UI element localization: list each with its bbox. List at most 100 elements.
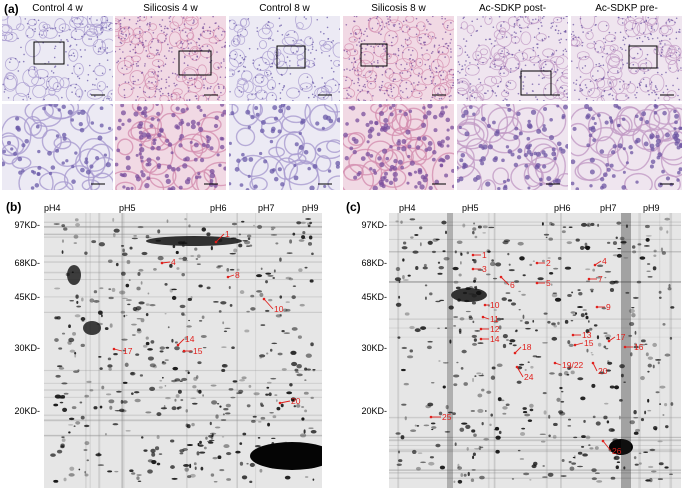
svg-text:15: 15 [193, 346, 203, 356]
protein-spot-10: 10 [262, 297, 284, 314]
protein-spot-7: 7 [587, 274, 603, 284]
gel-image-b: 1 4 8 10 17 14 15 20 [44, 213, 322, 488]
histology-tile-high-2 [115, 104, 226, 190]
svg-text:3: 3 [482, 264, 487, 274]
c-97kd-label: 97KD- [361, 220, 387, 230]
b-ph7-label: pH7 [258, 203, 275, 213]
tile-title-silicosis-8w: Silicosis 8 w [371, 3, 426, 14]
c-45kd-label: 45KD- [361, 292, 387, 302]
histology-tile-high-6 [571, 104, 682, 190]
svg-text:25: 25 [442, 412, 452, 422]
histology-tile-high-1 [2, 104, 113, 190]
c-68kd-label: 68KD- [361, 258, 387, 268]
protein-spot-5: 5 [535, 278, 551, 288]
protein-spot-11: 11 [481, 314, 499, 324]
svg-text:20: 20 [598, 366, 608, 376]
b-45kd-label: 45KD- [14, 292, 40, 302]
protein-spot-15: 15 [573, 338, 594, 348]
b-ph4-label: pH4 [44, 203, 61, 213]
protein-spot-20: 20 [278, 396, 301, 406]
svg-text:7: 7 [598, 274, 603, 284]
protein-spot-4: 4 [593, 256, 607, 267]
protein-spot-24: 24 [515, 365, 534, 382]
protein-spot-14: 14 [176, 334, 195, 347]
protein-spot-9: 9 [595, 302, 611, 312]
protein-spot-1: 1 [214, 229, 230, 244]
svg-text:14: 14 [490, 334, 500, 344]
protein-spot-20: 20 [591, 361, 608, 376]
svg-text:18: 18 [522, 342, 532, 352]
panel-c-letter: (c) [346, 200, 361, 214]
svg-text:19/22: 19/22 [562, 360, 584, 370]
gel-image-c: 1 2 3 4 5 6 7 9 10 11 12 14 18 13 15 17 16 19/22 20 24 25 26 [389, 213, 681, 488]
c-ph6-label: pH6 [554, 203, 571, 213]
histology-tile-low-5 [457, 16, 568, 101]
svg-text:4: 4 [602, 256, 607, 266]
panel-b-letter: (b) [6, 200, 22, 214]
c-30kd-label: 30KD- [361, 343, 387, 353]
svg-text:20: 20 [291, 396, 301, 406]
svg-text:26: 26 [612, 446, 622, 456]
svg-text:6: 6 [510, 280, 515, 290]
histology-tile-low-2 [115, 16, 226, 101]
protein-spot-3: 3 [471, 264, 487, 274]
svg-text:10: 10 [274, 304, 284, 314]
svg-text:11: 11 [490, 314, 499, 324]
c-ph5-label: pH5 [462, 203, 479, 213]
c-ph4-label: pH4 [399, 203, 416, 213]
tile-title-control-4w: Control 4 w [32, 3, 83, 14]
protein-spot-16: 16 [623, 342, 644, 352]
svg-text:24: 24 [524, 372, 534, 382]
svg-text:12: 12 [490, 324, 500, 334]
b-20kd-label: 20KD- [14, 406, 40, 416]
protein-spot-6: 6 [499, 275, 515, 290]
protein-spot-26: 26 [601, 439, 622, 456]
svg-text:17: 17 [616, 332, 626, 342]
tile-title-acsdkp-pre: Ac-SDKP pre- [595, 3, 658, 14]
b-30kd-label: 30KD- [14, 343, 40, 353]
svg-text:1: 1 [482, 250, 487, 260]
svg-text:13: 13 [582, 330, 592, 340]
svg-text:16: 16 [634, 342, 644, 352]
b-ph6-label: pH6 [210, 203, 227, 213]
protein-spot-14: 14 [479, 334, 500, 344]
protein-spot-17: 17 [112, 346, 133, 356]
histology-tile-low-4 [343, 16, 454, 101]
b-97kd-label: 97KD- [14, 220, 40, 230]
histology-tile-high-4 [343, 104, 454, 190]
c-ph7-label: pH7 [600, 203, 617, 213]
tile-title-silicosis-4w: Silicosis 4 w [143, 3, 198, 14]
svg-text:2: 2 [546, 258, 551, 268]
histology-tile-low-1 [2, 16, 113, 101]
protein-spot-15: 15 [182, 346, 203, 356]
svg-text:10: 10 [490, 300, 500, 310]
protein-spot-13: 13 [571, 330, 592, 340]
histology-tile-low-6 [571, 16, 682, 101]
protein-spot-10: 10 [483, 300, 500, 310]
histology-tile-low-3 [229, 16, 340, 101]
protein-spot-25: 25 [429, 412, 452, 422]
svg-text:1: 1 [225, 229, 230, 239]
protein-spot-8: 8 [226, 270, 240, 280]
svg-text:9: 9 [606, 302, 611, 312]
tile-title-acsdkp-post: Ac-SDKP post- [478, 3, 547, 14]
svg-text:5: 5 [546, 278, 551, 288]
c-20kd-label: 20KD- [361, 406, 387, 416]
protein-spot-12: 12 [479, 324, 500, 334]
svg-text:15: 15 [584, 338, 594, 348]
svg-text:17: 17 [123, 346, 133, 356]
protein-spot-17: 17 [607, 332, 626, 343]
svg-text:8: 8 [235, 270, 240, 280]
svg-text:4: 4 [171, 257, 176, 267]
b-ph5-label: pH5 [119, 203, 136, 213]
protein-spot-19-22: 19/22 [553, 360, 584, 370]
tile-title-control-8w: Control 8 w [259, 3, 310, 14]
histology-tile-high-3 [229, 104, 340, 190]
histology-tile-high-5 [457, 104, 568, 190]
protein-spot-18: 18 [513, 342, 532, 355]
protein-spot-2: 2 [535, 258, 551, 268]
b-ph9-label: pH9 [302, 203, 319, 213]
b-68kd-label: 68KD- [14, 258, 40, 268]
svg-text:14: 14 [185, 334, 195, 344]
panel-a-letter: (a) [4, 2, 19, 16]
